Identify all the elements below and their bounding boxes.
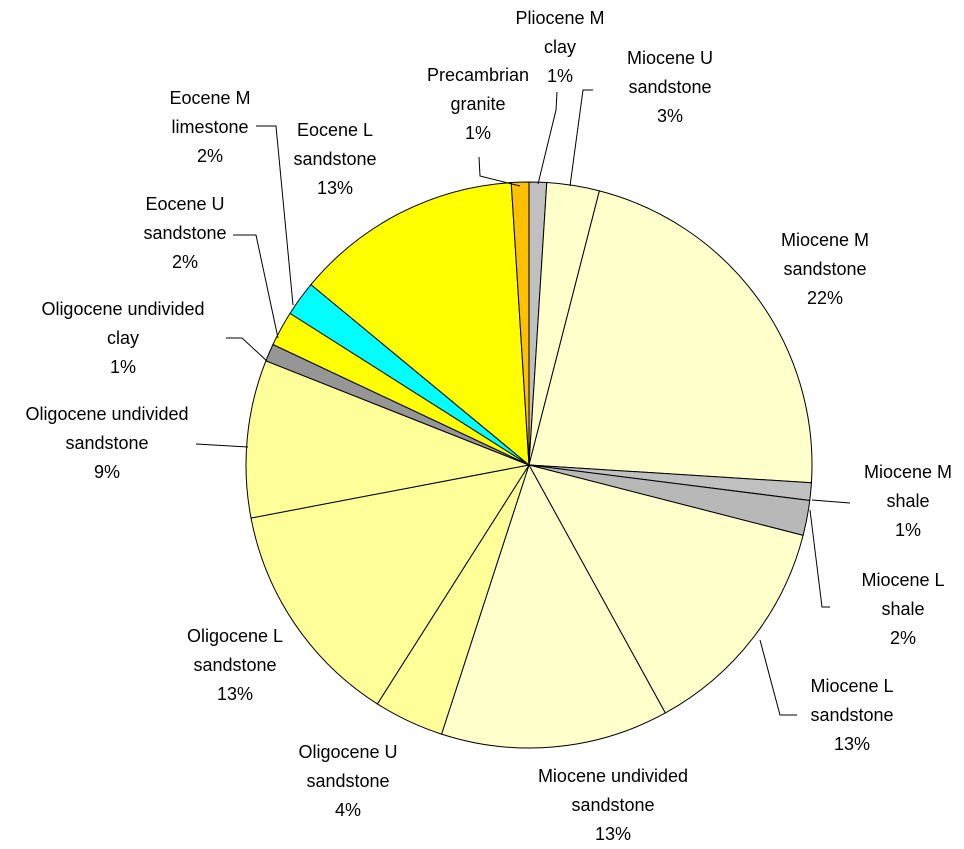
- slice-label: Pliocene M clay 1%: [510, 4, 610, 91]
- slices: [245, 181, 813, 749]
- category-label: Miocene L sandstone: [810, 676, 894, 725]
- value-label: 13%: [833, 734, 871, 754]
- leader-line: [233, 234, 279, 339]
- leader-line: [256, 125, 294, 306]
- slice-label: Miocene M shale 1%: [858, 458, 958, 545]
- leader-line: [478, 156, 521, 187]
- slice-label: Miocene U sandstone 3%: [615, 44, 725, 131]
- pie-slice: [528, 464, 804, 714]
- category-label: Oligocene L sandstone: [186, 626, 284, 675]
- category-label: Eocene L sandstone: [293, 120, 377, 169]
- value-label: 13%: [594, 824, 632, 844]
- slice-label: Oligocene L sandstone 13%: [180, 622, 290, 709]
- leader-line: [809, 509, 830, 608]
- pie-slice: [510, 181, 530, 466]
- category-label: Oligocene undivided clay: [41, 299, 205, 348]
- value-label: 22%: [806, 288, 844, 308]
- leader-line: [811, 499, 851, 504]
- slice-label: Eocene L sandstone 13%: [280, 116, 390, 203]
- slice-label: Oligocene U sandstone 4%: [293, 738, 403, 825]
- category-label: Miocene U sandstone: [626, 48, 714, 97]
- leader-line: [226, 337, 269, 363]
- value-label: 1%: [894, 520, 921, 540]
- value-label: 2%: [889, 628, 916, 648]
- pie-slice: [310, 182, 530, 467]
- value-label: 13%: [216, 684, 254, 704]
- category-label: Miocene L shale: [861, 570, 945, 619]
- value-label: 9%: [93, 462, 120, 482]
- pie-slice: [528, 190, 813, 484]
- slice-label: Oligocene undivided clay 1%: [28, 295, 218, 382]
- value-label: 4%: [334, 800, 361, 820]
- slice-label: Miocene undivided sandstone 13%: [523, 762, 703, 849]
- category-label: Oligocene undivided sandstone: [25, 404, 189, 453]
- value-label: 13%: [316, 178, 354, 198]
- slice-label: Miocene L shale 2%: [853, 566, 953, 653]
- category-label: Pliocene M clay: [515, 8, 605, 57]
- leader-line: [759, 639, 797, 716]
- value-label: 1%: [546, 66, 573, 86]
- category-label: Eocene U sandstone: [143, 194, 227, 243]
- slice-label: Precambrian granite 1%: [421, 61, 536, 148]
- value-label: 2%: [171, 252, 198, 272]
- slice-label: Oligocene undivided sandstone 9%: [12, 400, 202, 487]
- slice-label: Eocene U sandstone 2%: [130, 190, 240, 277]
- leader-line: [569, 89, 593, 187]
- pie-slice: [245, 360, 531, 519]
- category-label: Miocene undivided sandstone: [537, 766, 689, 815]
- category-label: Miocene M shale: [863, 462, 953, 511]
- value-label: 1%: [464, 123, 491, 143]
- pie-slice: [440, 463, 667, 749]
- category-label: Eocene M limestone: [169, 88, 251, 137]
- leader-line: [537, 91, 558, 185]
- value-label: 1%: [109, 357, 136, 377]
- slice-label: Miocene M sandstone 22%: [770, 226, 880, 313]
- category-label: Miocene M sandstone: [780, 230, 870, 279]
- pie-slice: [250, 464, 531, 705]
- leader-line: [195, 443, 249, 448]
- leader-lines: [195, 89, 851, 716]
- slice-label: Miocene L sandstone 13%: [797, 672, 907, 759]
- value-label: 3%: [656, 106, 683, 126]
- category-label: Precambrian granite: [426, 65, 530, 114]
- slice-label: Eocene M limestone 2%: [155, 84, 265, 171]
- category-label: Oligocene U sandstone: [298, 742, 398, 791]
- value-label: 2%: [196, 146, 223, 166]
